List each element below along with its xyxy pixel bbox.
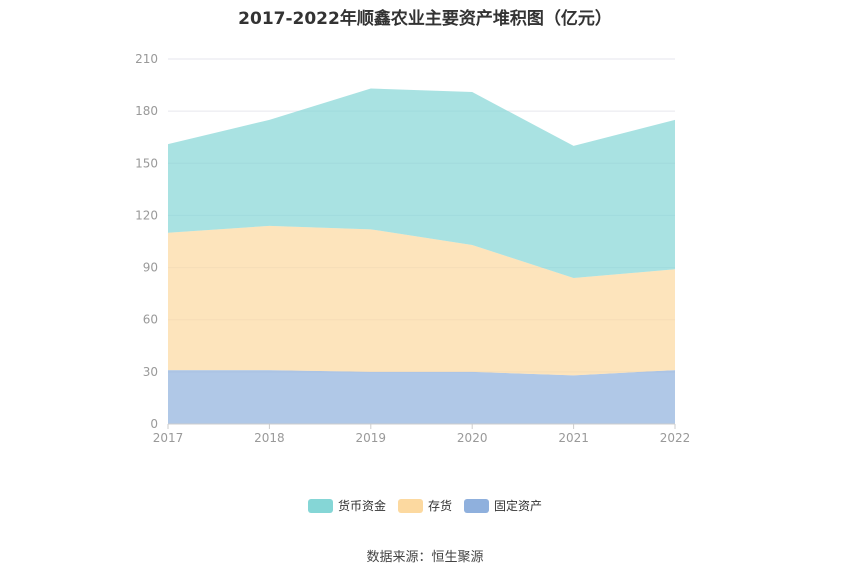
area-series-2 — [168, 88, 675, 278]
x-tick-label: 2022 — [660, 431, 691, 445]
y-tick-label: 150 — [135, 156, 158, 170]
axes: 0 30 60 90 120 150 180 210 2017 2018 2019 2020 2021 2… — [135, 52, 690, 445]
legend-item[interactable]: 货币资金 — [307, 497, 386, 514]
y-tick-label: 60 — [143, 313, 158, 327]
y-tick-label: 30 — [143, 365, 158, 379]
x-tick-label: 2018 — [254, 431, 285, 445]
x-tick-label: 2020 — [457, 431, 488, 445]
legend-swatch — [464, 498, 489, 513]
legend: 货币资金 存货 固定资产 — [0, 497, 850, 514]
legend-label: 存货 — [427, 499, 452, 513]
source-note: 数据来源：恒生聚源 — [366, 550, 484, 565]
y-tick-label: 180 — [135, 104, 158, 118]
chart-title: 2017-2022年顺鑫农业主要资产堆积图（亿元） — [238, 9, 612, 29]
x-tick-label: 2019 — [356, 431, 387, 445]
legend-item[interactable]: 存货 — [397, 497, 452, 514]
area-series — [168, 88, 675, 424]
x-tick-label: 2017 — [153, 431, 184, 445]
area-series-1 — [168, 225, 675, 376]
legend-label: 固定资产 — [494, 499, 543, 513]
legend-label: 货币资金 — [337, 499, 386, 513]
area-series-0 — [168, 370, 675, 424]
legend-item[interactable]: 固定资产 — [464, 497, 542, 514]
legend-swatch — [397, 498, 423, 513]
y-tick-label: 120 — [135, 208, 158, 222]
x-tick-label: 2021 — [558, 431, 589, 445]
y-tick-label: 210 — [135, 52, 158, 66]
y-tick-label: 90 — [143, 261, 158, 275]
y-tick-label: 0 — [150, 417, 158, 431]
legend-swatch — [307, 498, 333, 513]
